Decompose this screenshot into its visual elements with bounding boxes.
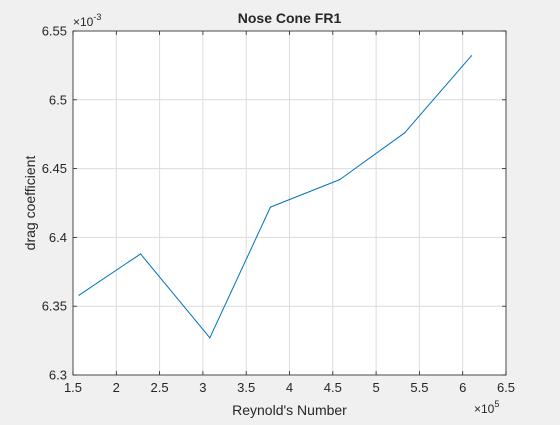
x-tick-label: 3.5 xyxy=(237,380,255,395)
y-exponent-base: ×10 xyxy=(73,15,94,29)
series-layer xyxy=(78,55,472,339)
data-point xyxy=(78,294,80,296)
y-tick-label: 6.4 xyxy=(49,230,67,245)
data-point xyxy=(404,132,406,134)
data-point xyxy=(139,253,142,255)
y-tick-labels: 6.3 6.35 6.4 6.45 6.5 6.55 xyxy=(42,24,67,383)
x-tick-label: 1.5 xyxy=(64,380,82,395)
y-tick-label: 6.5 xyxy=(49,92,67,107)
y-tick-label: 6.35 xyxy=(42,299,67,314)
x-tick-label: 2 xyxy=(113,380,120,395)
x-tick-label: 3 xyxy=(199,380,206,395)
x-tick-labels: 1.5 2 2.5 3 3.5 4 4.5 5 5.5 6 6.5 xyxy=(64,380,515,395)
data-point xyxy=(209,337,211,339)
y-tick-label: 6.3 xyxy=(49,368,67,383)
data-point xyxy=(339,179,341,181)
y-tick-label: 6.55 xyxy=(42,24,67,39)
x-exponent-base: ×10 xyxy=(474,402,495,416)
x-tick-label: 6 xyxy=(459,380,466,395)
chart-title: Nose Cone FR1 xyxy=(238,10,342,26)
axis-ticks xyxy=(72,30,507,376)
x-tick-label: 4 xyxy=(286,380,293,395)
data-point xyxy=(470,55,472,57)
x-axis-exponent: ×105 xyxy=(474,399,499,416)
y-axis-exponent: ×10-3 xyxy=(73,12,101,29)
x-tick-label: 6.5 xyxy=(497,380,515,395)
x-tick-label: 5 xyxy=(372,380,379,395)
x-exponent-power: 5 xyxy=(494,399,499,409)
data-point xyxy=(269,206,272,208)
x-tick-label: 2.5 xyxy=(151,380,169,395)
x-axis-label: Reynold's Number xyxy=(232,402,347,418)
y-tick-label: 6.45 xyxy=(42,161,67,176)
y-axis-label: drag coefficient xyxy=(22,156,38,251)
y-exponent-power: -3 xyxy=(93,12,101,22)
x-tick-label: 4.5 xyxy=(324,380,342,395)
x-tick-label: 5.5 xyxy=(410,380,428,395)
